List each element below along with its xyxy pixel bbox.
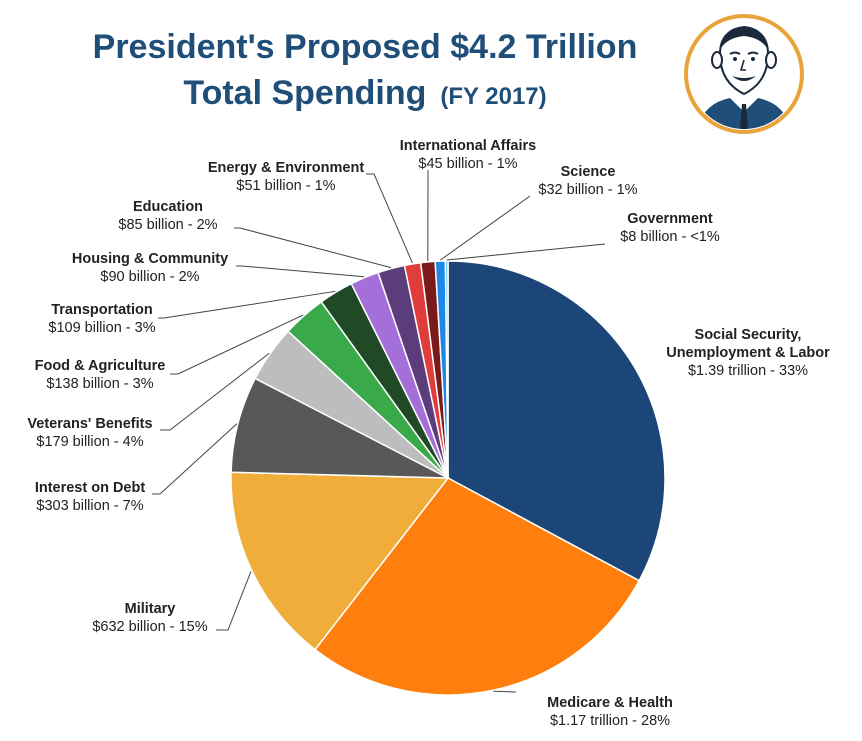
slice-name-international-affairs: International Affairs [400,138,536,154]
slice-value-science: $32 billion - 1% [538,182,637,198]
leader-line-science [439,195,531,261]
slice-labels: Social Security, Unemployment & Labor $1.3… [27,138,830,729]
slice-name-housing-community: Housing & Community [72,251,228,267]
slice-value-international-affairs: $45 billion - 1% [418,156,517,172]
leader-line-interest-on-debt [152,423,238,495]
pie-slice-social-security-unemployment-labor [447,260,666,582]
slice-value-transportation: $109 billion - 3% [48,320,155,336]
leader-line-housing-community [236,265,365,278]
slice-value-social-security-unemployment-labor: $1.39 trillion - 33% [688,363,808,379]
president-portrait-icon [684,14,804,134]
chart-title-line-1: President's Proposed $4.2 Trillion [92,28,638,66]
slice-name-interest-on-debt: Interest on Debt [35,480,146,496]
slice-name-education: Education [133,199,203,215]
slice-value-medicare-health: $1.17 trillion - 28% [550,713,670,729]
slice-value-food-agriculture: $138 billion - 3% [46,376,153,392]
slice-value-veterans-benefits: $179 billion - 4% [36,434,143,450]
slice-name-food-agriculture: Food & Agriculture [35,358,166,374]
slice-name-science: Science [561,164,616,180]
slice-value-military: $632 billion - 15% [92,619,207,635]
slice-value-housing-community: $90 billion - 2% [100,269,199,285]
leader-line-government [446,243,606,261]
pie-slices [230,260,666,696]
slice-name-government: Government [627,211,713,227]
leader-line-veterans-benefits [160,352,270,431]
leader-line-energy-environment [366,173,413,264]
leader-line-medicare-health [493,690,517,693]
slice-name-veterans-benefits: Veterans' Benefits [27,416,152,432]
fiscal-year-label: (FY 2017) [440,83,547,110]
slice-name-medicare-health: Medicare & Health [547,695,673,711]
slice-value-energy-environment: $51 billion - 1% [236,178,335,194]
leader-line-education [234,227,392,269]
leader-line-transportation [158,290,336,319]
label-leader-lines [152,169,606,693]
slice-value-interest-on-debt: $303 billion - 7% [36,498,143,514]
leader-line-food-agriculture [170,314,304,375]
slice-value-education: $85 billion - 2% [118,217,217,233]
slice-value-government: $8 billion - <1% [620,229,720,245]
pie-slice-medicare-health [314,477,641,696]
slice-name-military: Military [125,601,176,617]
leader-line-military [216,571,252,631]
pie-slice-military [230,471,450,651]
chart-title-main: Total Spending [183,74,427,112]
slice-name-energy-environment: Energy & Environment [208,160,364,176]
chart-title-line-2: Total Spending (FY 2017) [0,74,730,113]
slice-name-transportation: Transportation [51,302,153,318]
slice-name-social-security-unemployment-labor: Social Security, Unemployment & Labor [666,327,830,361]
pie-slice-government [444,260,449,479]
